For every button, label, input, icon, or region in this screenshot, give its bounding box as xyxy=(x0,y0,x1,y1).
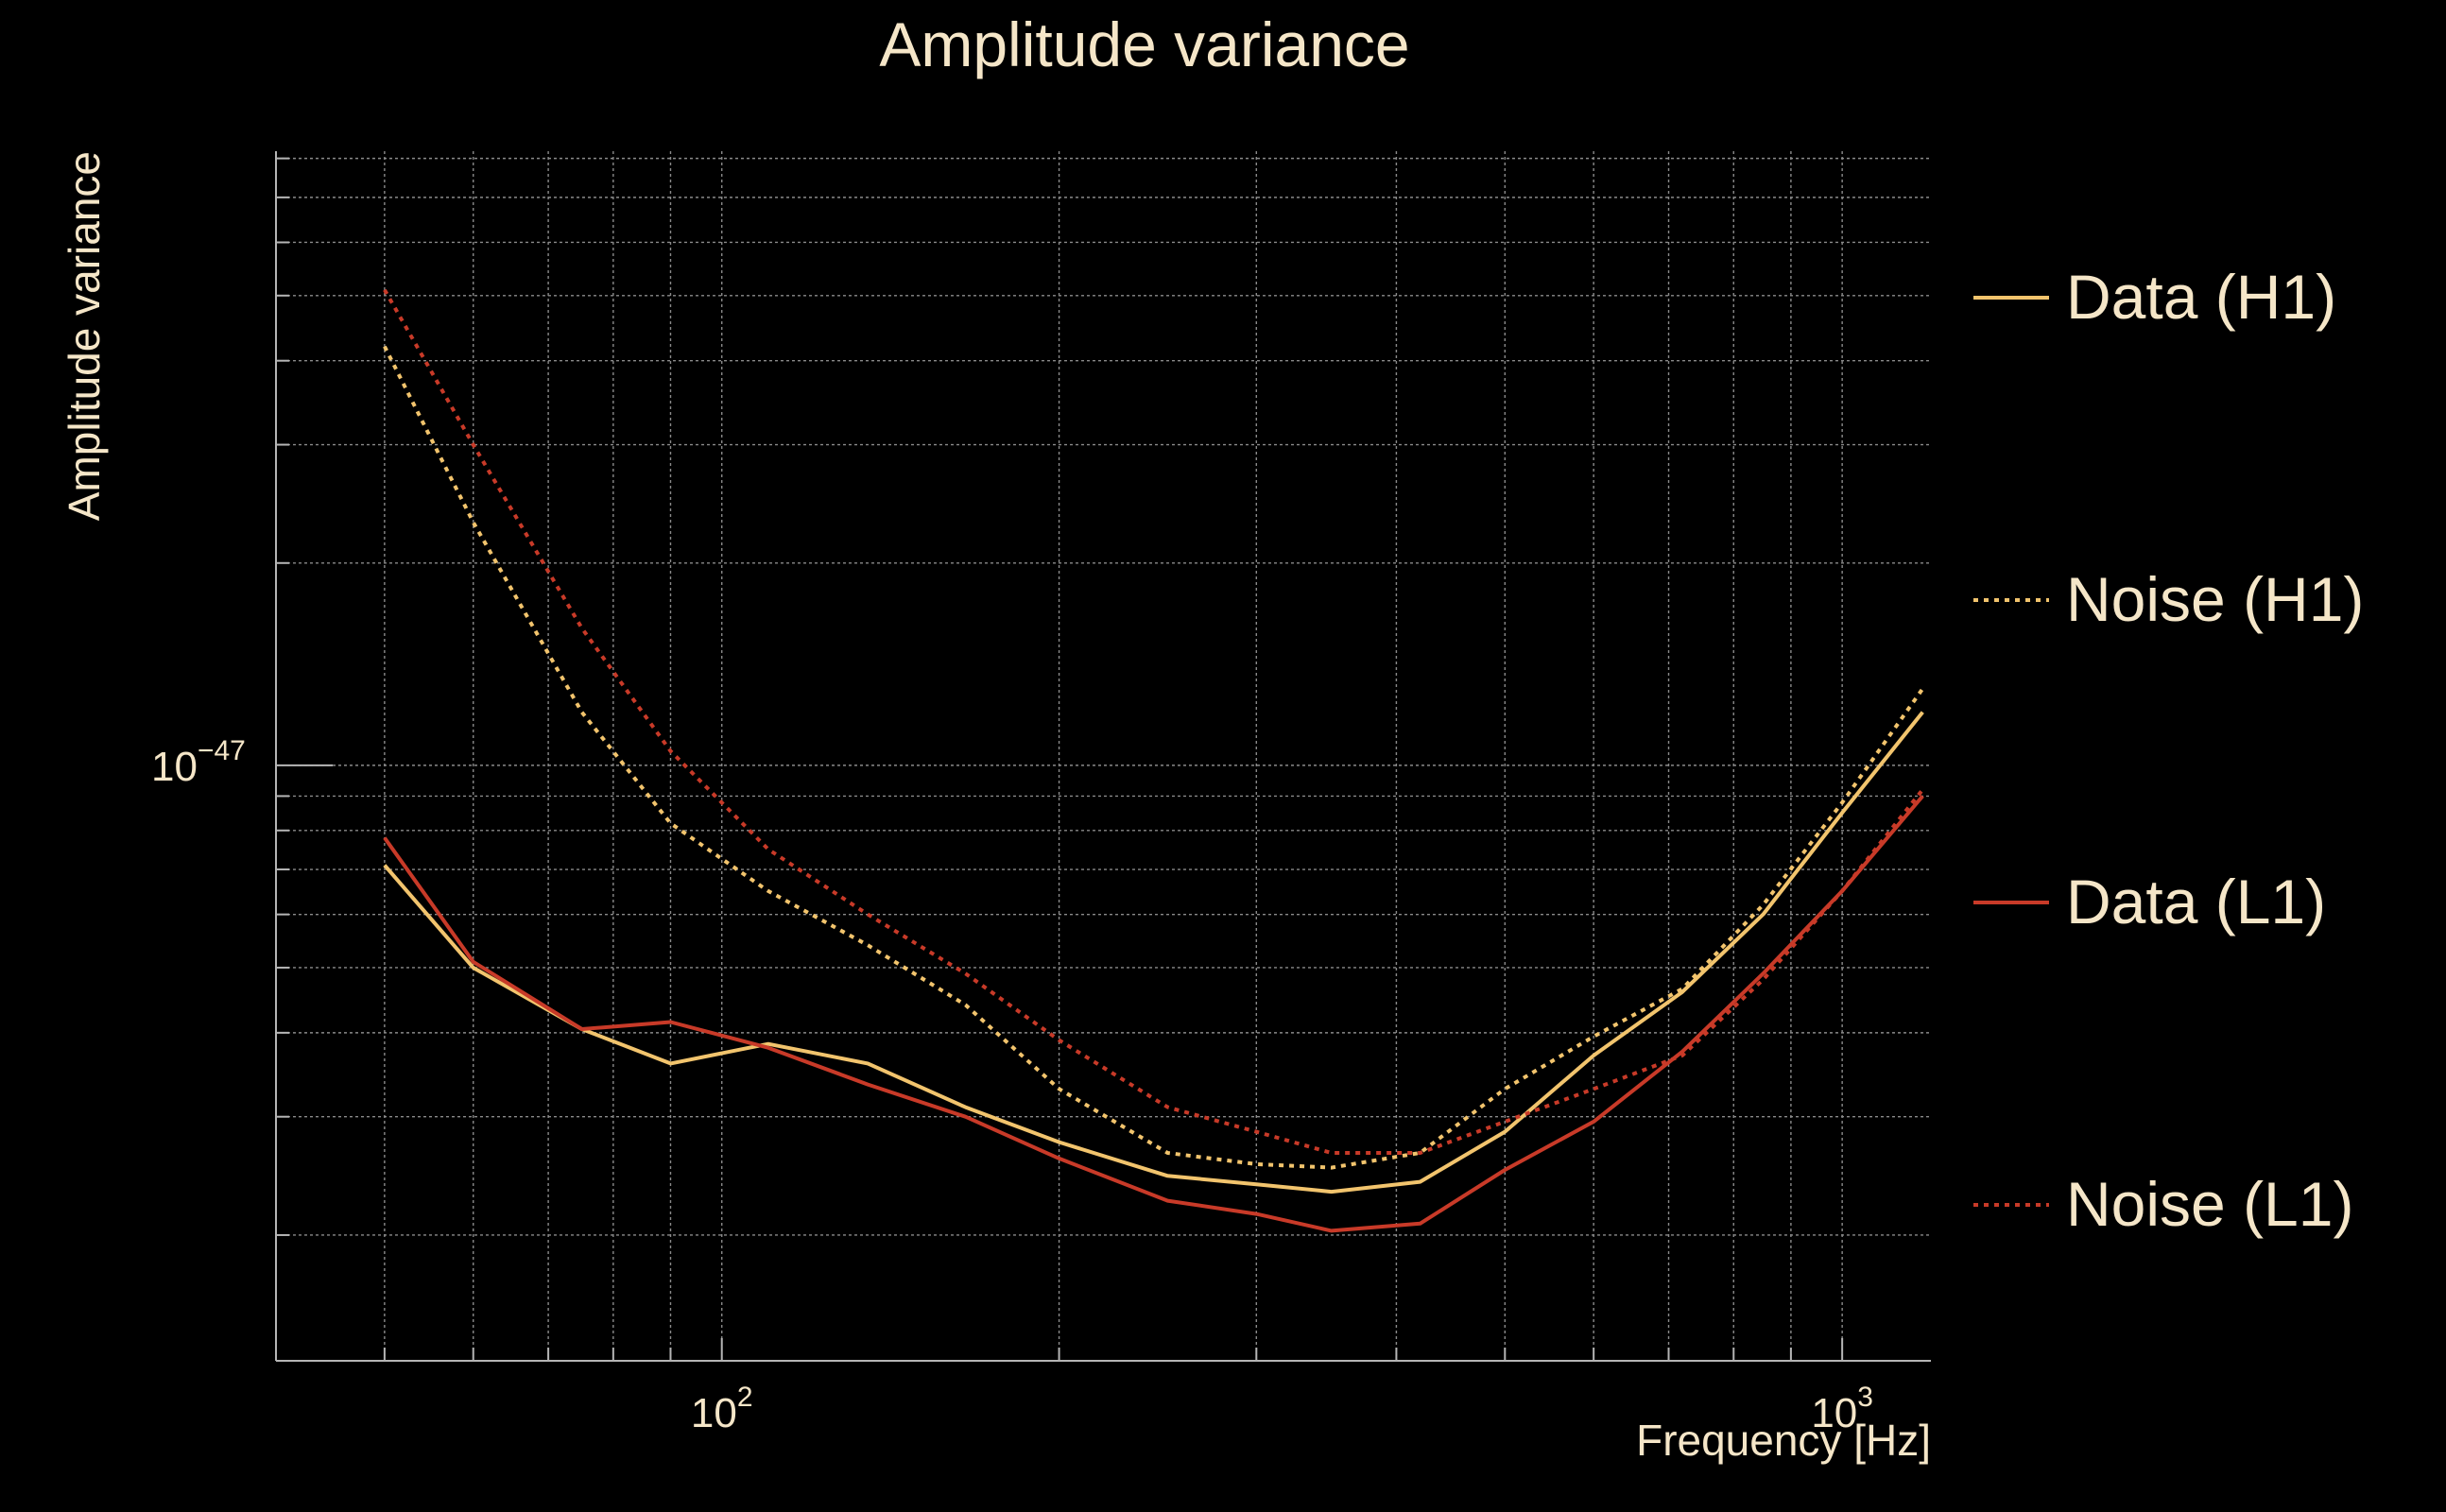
legend-label: Data (H1) xyxy=(2066,262,2336,332)
legend-item: Data (H1) xyxy=(1973,262,2336,332)
x-axis-label: Frequency [Hz] xyxy=(1636,1416,1931,1465)
legend-label: Noise (H1) xyxy=(2066,564,2364,634)
legend-item: Noise (L1) xyxy=(1973,1169,2353,1239)
series-layer xyxy=(383,288,1924,1233)
x-tick-label: 103 xyxy=(1811,1382,1873,1436)
grid-layer xyxy=(275,151,1931,1361)
legend: Data (H1) Noise (H1) Data (L1) Noise (L1) xyxy=(1973,262,2364,1239)
series-line-noise-l1 xyxy=(383,288,1924,1155)
axes-layer xyxy=(275,151,1931,1362)
series-line-data-l1 xyxy=(383,795,1924,1233)
series-line-data-h1 xyxy=(383,711,1924,1194)
legend-item: Noise (H1) xyxy=(1973,564,2364,634)
legend-item: Data (L1) xyxy=(1973,867,2326,936)
x-tick-label: 102 xyxy=(691,1382,753,1436)
ticks-layer: 102 103 10−47 xyxy=(151,735,1873,1436)
y-tick-label: 10−47 xyxy=(151,735,246,790)
chart-title: Amplitude variance xyxy=(879,9,1409,79)
legend-label: Data (L1) xyxy=(2066,867,2326,936)
legend-label: Noise (L1) xyxy=(2066,1169,2353,1239)
series-line-noise-h1 xyxy=(383,345,1924,1170)
y-axis-label: Amplitude variance xyxy=(60,151,109,521)
